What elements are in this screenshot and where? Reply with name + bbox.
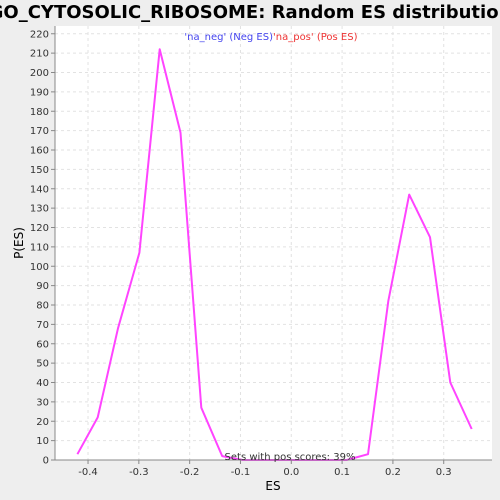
y-tick-label: 200 bbox=[30, 68, 49, 79]
y-tick-label: 170 bbox=[30, 126, 49, 137]
y-tick-label: 70 bbox=[36, 320, 49, 331]
y-axis-ticks: 0 10 20 30 40 50 60 70 80 90 100 110 120 130 140 150 160… bbox=[30, 29, 55, 467]
pos-scores-annotation: Sets with pos scores: 39% bbox=[225, 452, 356, 463]
y-tick-label: 190 bbox=[30, 87, 49, 98]
x-axis-ticks: -0.4 -0.3 -0.2 -0.1 0.0 0.1 0.2 0.3 bbox=[78, 460, 452, 478]
legend-entry-neg: 'na_neg' (Neg ES) bbox=[184, 32, 273, 43]
x-tick-label: 0.2 bbox=[385, 467, 401, 478]
y-tick-label: 60 bbox=[36, 339, 49, 350]
y-tick-label: 130 bbox=[30, 204, 49, 215]
y-tick-label: 140 bbox=[30, 184, 49, 195]
y-tick-label: 160 bbox=[30, 146, 49, 157]
plot-area bbox=[55, 26, 492, 460]
x-tick-label: -0.4 bbox=[78, 467, 98, 478]
y-tick-label: 50 bbox=[36, 359, 49, 370]
y-axis-label: P(ES) bbox=[12, 227, 26, 259]
y-tick-label: 110 bbox=[30, 242, 49, 253]
axes bbox=[54, 26, 492, 461]
series-line-2 bbox=[76, 48, 473, 461]
y-tick-label: 210 bbox=[30, 49, 49, 60]
y-tick-label: 40 bbox=[36, 378, 49, 389]
y-tick-label: 100 bbox=[30, 262, 49, 273]
y-tick-label: 180 bbox=[30, 107, 49, 118]
y-tick-label: 0 bbox=[43, 456, 49, 467]
x-tick-label: 0.0 bbox=[283, 467, 299, 478]
y-tick-label: 220 bbox=[30, 29, 49, 40]
x-tick-label: 0.3 bbox=[436, 467, 452, 478]
x-tick-label: -0.1 bbox=[231, 467, 251, 478]
y-tick-label: 90 bbox=[36, 281, 49, 292]
y-tick-label: 20 bbox=[36, 417, 49, 428]
grid-lines bbox=[55, 26, 492, 461]
x-tick-label: 0.1 bbox=[334, 467, 350, 478]
x-tick-label: -0.3 bbox=[129, 467, 149, 478]
y-tick-label: 10 bbox=[36, 436, 49, 447]
legend-entry-pos: 'na_pos' (Pos ES) bbox=[273, 32, 358, 43]
y-tick-label: 30 bbox=[36, 397, 49, 408]
y-tick-label: 80 bbox=[36, 301, 49, 312]
chart-title: GO_CYTOSOLIC_RIBOSOME: Random ES distrib… bbox=[0, 2, 500, 23]
y-tick-label: 120 bbox=[30, 223, 49, 234]
series-lines bbox=[76, 48, 473, 461]
y-tick-label: 150 bbox=[30, 165, 49, 176]
legend: 'na_neg' (Neg ES) 'na_pos' (Pos ES) bbox=[184, 32, 357, 43]
x-tick-label: -0.2 bbox=[180, 467, 200, 478]
x-axis-label: ES bbox=[265, 479, 280, 493]
